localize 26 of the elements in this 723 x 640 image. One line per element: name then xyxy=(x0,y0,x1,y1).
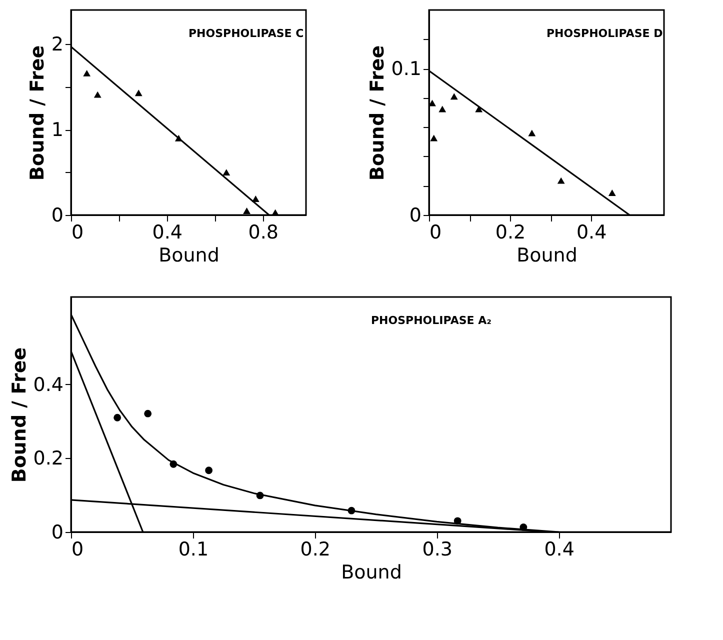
y-tick-label: 2 xyxy=(51,34,64,56)
y-axis-title: Bound / Free xyxy=(26,45,48,181)
text: PHOSPHOLIPASE A₂ xyxy=(371,314,492,327)
x-tick-label: 0 xyxy=(72,222,84,244)
x-axis-title: Bound xyxy=(341,562,402,584)
x-axis-title: Bound xyxy=(516,244,578,266)
x-tick-label: 0.4 xyxy=(544,538,574,560)
x-tick-label: 0 xyxy=(430,222,442,244)
x-tick-label: 0.1 xyxy=(178,538,209,560)
y-axis-title: Bound / Free xyxy=(8,347,30,483)
x-tick-label: 0.8 xyxy=(248,222,278,244)
y-tick-label: 0 xyxy=(51,522,64,544)
x-tick-label: 0.2 xyxy=(300,538,331,560)
y-tick-label: 0.4 xyxy=(33,374,64,396)
text: PHOSPHOLIPASE C xyxy=(188,27,304,40)
x-tick-label: 0.3 xyxy=(422,538,452,560)
x-axis-title: Bound xyxy=(158,244,220,266)
x-tick-label: 0.2 xyxy=(495,222,526,244)
y-tick-label: 0 xyxy=(51,204,64,226)
y-tick-label: 0.2 xyxy=(33,448,64,470)
x-tick-label: 0 xyxy=(72,538,84,560)
y-tick-label: 1 xyxy=(51,119,64,142)
y-axis-title: Bound / Free xyxy=(366,45,388,181)
x-tick-label: 0.4 xyxy=(576,222,607,244)
x-tick-label: 0.4 xyxy=(152,222,183,244)
text: PHOSPHOLIPASE D xyxy=(546,27,663,40)
